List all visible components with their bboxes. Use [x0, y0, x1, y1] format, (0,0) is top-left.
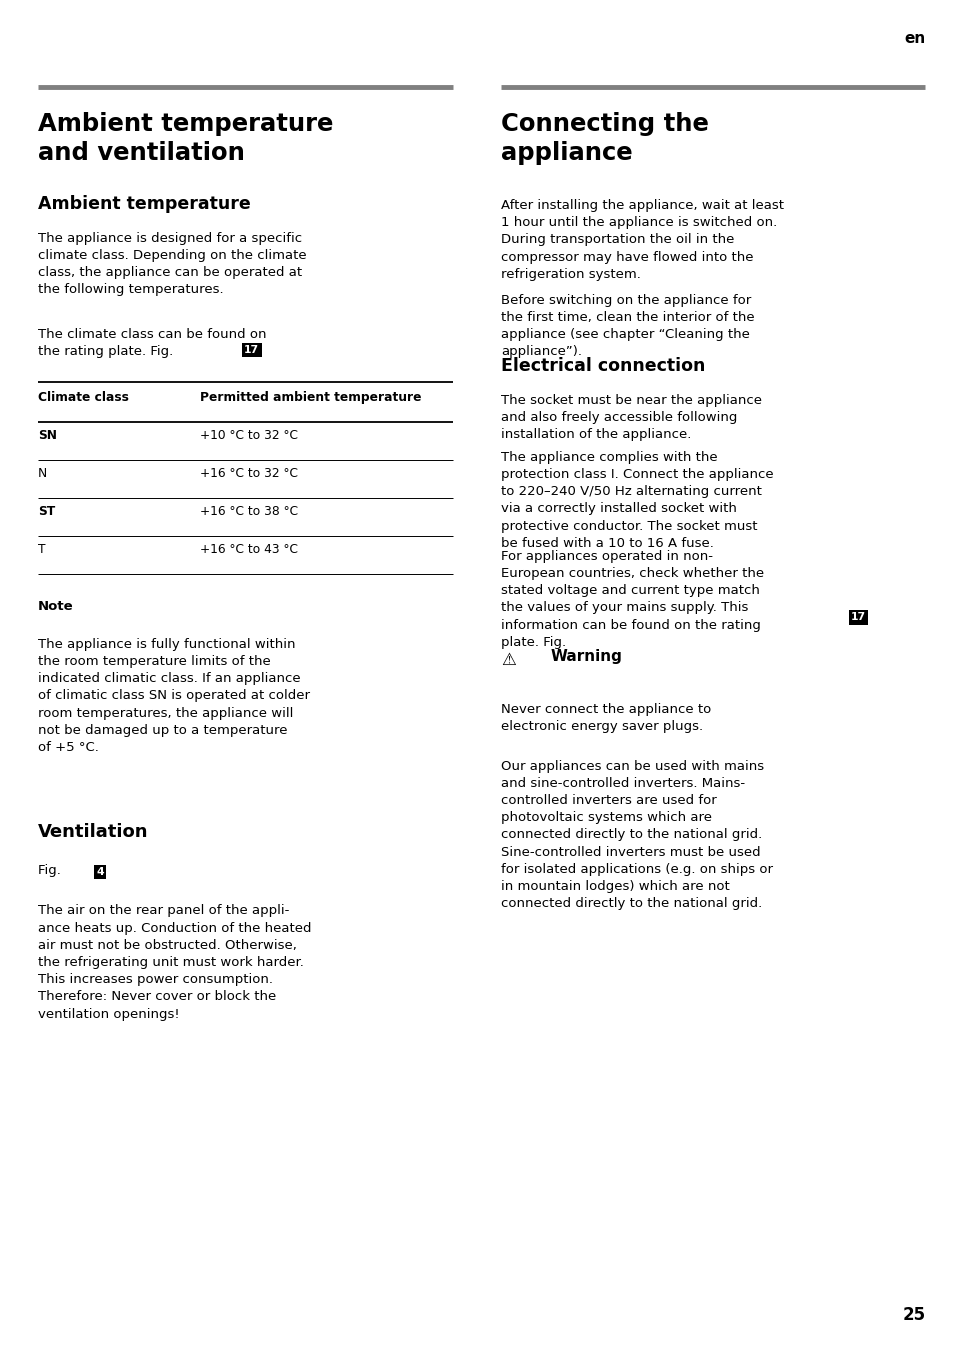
Text: T: T [38, 543, 46, 556]
Text: en: en [903, 31, 924, 46]
Text: +16 °C to 32 °C: +16 °C to 32 °C [200, 467, 298, 481]
Text: 17: 17 [850, 612, 865, 623]
Text: Ambient temperature
and ventilation: Ambient temperature and ventilation [38, 112, 334, 165]
Text: Electrical connection: Electrical connection [500, 357, 704, 375]
Text: SN: SN [38, 429, 57, 443]
Text: For appliances operated in non-
European countries, check whether the
stated vol: For appliances operated in non- European… [500, 550, 763, 649]
Text: +16 °C to 38 °C: +16 °C to 38 °C [200, 505, 298, 519]
Text: Note: Note [38, 600, 73, 613]
Text: Warning: Warning [550, 649, 621, 663]
Text: Before switching on the appliance for
the first time, clean the interior of the
: Before switching on the appliance for th… [500, 294, 754, 359]
Text: 17: 17 [244, 345, 259, 355]
Text: N: N [38, 467, 48, 481]
Text: ST: ST [38, 505, 55, 519]
Text: Ambient temperature: Ambient temperature [38, 195, 251, 213]
Text: +16 °C to 43 °C: +16 °C to 43 °C [200, 543, 298, 556]
Text: Permitted ambient temperature: Permitted ambient temperature [200, 391, 421, 405]
Text: Fig.: Fig. [38, 864, 65, 877]
Text: 4: 4 [96, 867, 104, 877]
Text: The appliance is designed for a specific
climate class. Depending on the climate: The appliance is designed for a specific… [38, 232, 307, 297]
Text: The climate class can be found on
the rating plate. Fig.: The climate class can be found on the ra… [38, 328, 267, 357]
Text: The air on the rear panel of the appli-
ance heats up. Conduction of the heated
: The air on the rear panel of the appli- … [38, 904, 312, 1021]
Text: 25: 25 [902, 1307, 924, 1324]
Text: The socket must be near the appliance
and also freely accessible following
insta: The socket must be near the appliance an… [500, 394, 761, 441]
Text: Connecting the
appliance: Connecting the appliance [500, 112, 708, 165]
Text: After installing the appliance, wait at least
1 hour until the appliance is swit: After installing the appliance, wait at … [500, 199, 783, 280]
Text: Climate class: Climate class [38, 391, 129, 405]
Text: Never connect the appliance to
electronic energy saver plugs.: Never connect the appliance to electroni… [500, 703, 710, 733]
Text: ⚠: ⚠ [500, 651, 516, 669]
Text: The appliance is fully functional within
the room temperature limits of the
indi: The appliance is fully functional within… [38, 638, 310, 754]
Text: Our appliances can be used with mains
and sine-controlled inverters. Mains-
cont: Our appliances can be used with mains an… [500, 760, 772, 910]
Text: Ventilation: Ventilation [38, 823, 149, 841]
Text: +10 °C to 32 °C: +10 °C to 32 °C [200, 429, 298, 443]
Text: The appliance complies with the
protection class I. Connect the appliance
to 220: The appliance complies with the protecti… [500, 451, 773, 550]
